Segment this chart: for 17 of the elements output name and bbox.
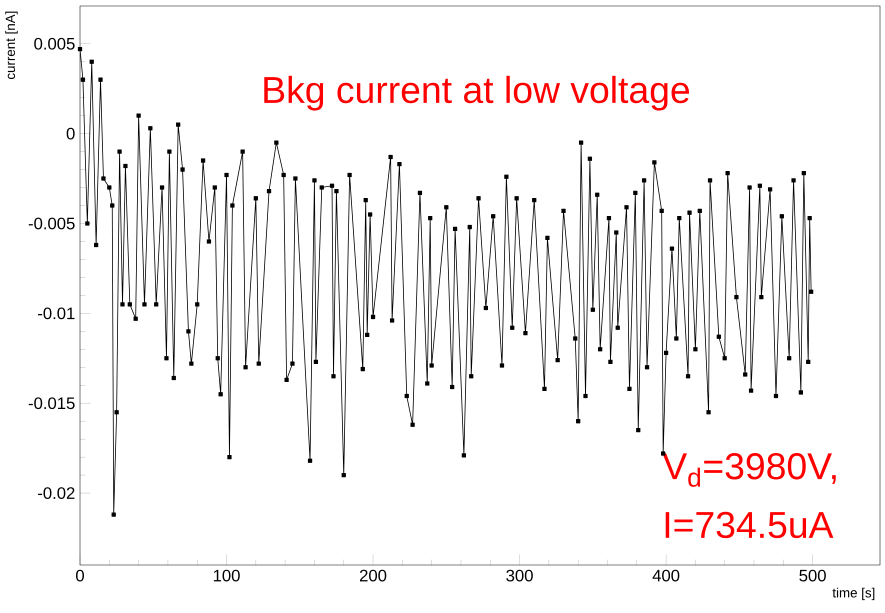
- x-tick-label: 100: [214, 570, 240, 582]
- annotation: V$_{d}$=3980V,: [662, 453, 836, 487]
- y-tick-label: 0.005: [34, 38, 75, 50]
- x-tick-label: 0: [76, 570, 84, 582]
- y-tick-label: -0.005: [28, 218, 75, 230]
- x-tick-label: 200: [360, 570, 386, 582]
- y-tick-label: -0.02: [38, 487, 74, 499]
- x-tick-label: 400: [652, 570, 680, 582]
- y-tick-label: 0: [66, 128, 75, 140]
- y-tick-label: -0.015: [28, 397, 75, 410]
- x-axis-title: time [s]: [832, 588, 874, 600]
- x-tick-label: 300: [506, 570, 533, 582]
- y-tick-label: -0.01: [38, 307, 74, 320]
- y-axis-title: current [nA]: [5, 12, 18, 80]
- x-tick-label: 500: [799, 570, 826, 582]
- annotation: I=734.5uA: [666, 512, 834, 538]
- annotation: Bkg current at low voltage: [264, 76, 690, 111]
